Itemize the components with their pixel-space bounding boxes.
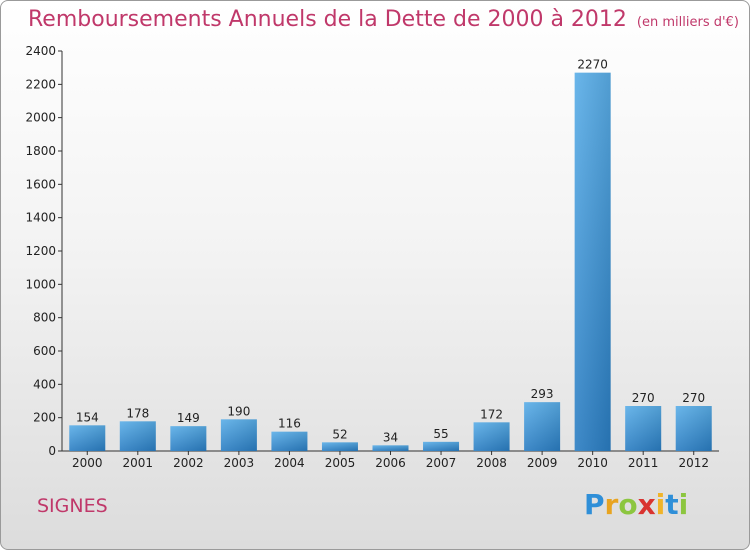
y-tick-label: 600 bbox=[33, 344, 56, 358]
x-tick-label: 2001 bbox=[123, 456, 154, 470]
x-tick-label: 2007 bbox=[426, 456, 457, 470]
bar-shade bbox=[524, 402, 561, 451]
logo-letter: i bbox=[678, 488, 689, 521]
x-tick-label: 2005 bbox=[325, 456, 356, 470]
x-tick-label: 2002 bbox=[173, 456, 204, 470]
logo-letter: t bbox=[665, 488, 679, 521]
logo-letter: i bbox=[655, 488, 666, 521]
data-label: 149 bbox=[177, 411, 200, 425]
data-label: 178 bbox=[126, 406, 149, 420]
x-tick-label: 2006 bbox=[375, 456, 406, 470]
chart-title-text: Remboursements Annuels de la Dette de 20… bbox=[28, 7, 627, 32]
bar-shade bbox=[574, 72, 611, 452]
y-tick-label: 1000 bbox=[25, 277, 56, 291]
y-tick-label: 2400 bbox=[25, 44, 56, 58]
chart-bars bbox=[69, 72, 712, 452]
bar-shade bbox=[119, 421, 156, 451]
bar-shade bbox=[473, 422, 510, 451]
y-tick-label: 800 bbox=[33, 311, 56, 325]
y-tick-label: 2200 bbox=[25, 77, 56, 91]
commune-name: SIGNES bbox=[37, 495, 108, 517]
bar-shade bbox=[372, 445, 409, 451]
data-label: 55 bbox=[433, 427, 448, 441]
logo-letter: x bbox=[637, 488, 656, 521]
data-label: 116 bbox=[278, 417, 301, 431]
bar-shade bbox=[321, 442, 358, 451]
bar-shade bbox=[271, 431, 308, 451]
chart-axes: 0 200 400 600 800 1000 1200 1400 1600 1800 2000 220… bbox=[25, 44, 719, 458]
logo-letter: o bbox=[618, 488, 638, 521]
data-label: 270 bbox=[682, 391, 705, 405]
logo-letter: r bbox=[604, 488, 619, 521]
y-tick-label: 1800 bbox=[25, 144, 56, 158]
x-tick-label: 2010 bbox=[577, 456, 608, 470]
bar-shade bbox=[69, 425, 106, 451]
bar-shade bbox=[170, 426, 207, 451]
y-tick-label: 2000 bbox=[25, 111, 56, 125]
data-label: 2270 bbox=[577, 58, 608, 72]
bar-shade bbox=[625, 406, 662, 451]
chart-title: Remboursements Annuels de la Dette de 20… bbox=[28, 7, 739, 32]
bar-shade bbox=[220, 419, 257, 451]
data-label: 270 bbox=[632, 391, 655, 405]
x-tick-label: 2003 bbox=[224, 456, 255, 470]
data-label: 190 bbox=[227, 404, 250, 418]
y-tick-label: 0 bbox=[48, 444, 56, 458]
x-tick-label: 2004 bbox=[274, 456, 305, 470]
data-label: 34 bbox=[383, 430, 398, 444]
y-tick-label: 400 bbox=[33, 377, 56, 391]
logo-letter: P bbox=[584, 488, 605, 521]
data-label: 172 bbox=[480, 407, 503, 421]
x-tick-label: 2011 bbox=[628, 456, 659, 470]
proxiti-logo: Proxiti bbox=[584, 488, 688, 521]
bar-shade bbox=[675, 406, 712, 451]
data-label: 154 bbox=[76, 410, 99, 424]
data-label: 52 bbox=[332, 427, 347, 441]
x-tick-label: 2000 bbox=[72, 456, 103, 470]
y-tick-label: 200 bbox=[33, 411, 56, 425]
y-tick-label: 1600 bbox=[25, 177, 56, 191]
y-tick-label: 1200 bbox=[25, 244, 56, 258]
x-tick-label: 2008 bbox=[476, 456, 507, 470]
x-tick-label: 2009 bbox=[527, 456, 558, 470]
chart-labels: 2000 154 2001 178 2002 149 2003 190 2004 116 2005 5… bbox=[72, 58, 709, 470]
chart-unit: (en milliers d'€) bbox=[636, 15, 739, 30]
bar-shade bbox=[423, 441, 460, 451]
data-label: 293 bbox=[531, 387, 554, 401]
y-tick-label: 1400 bbox=[25, 211, 56, 225]
x-tick-label: 2012 bbox=[678, 456, 709, 470]
